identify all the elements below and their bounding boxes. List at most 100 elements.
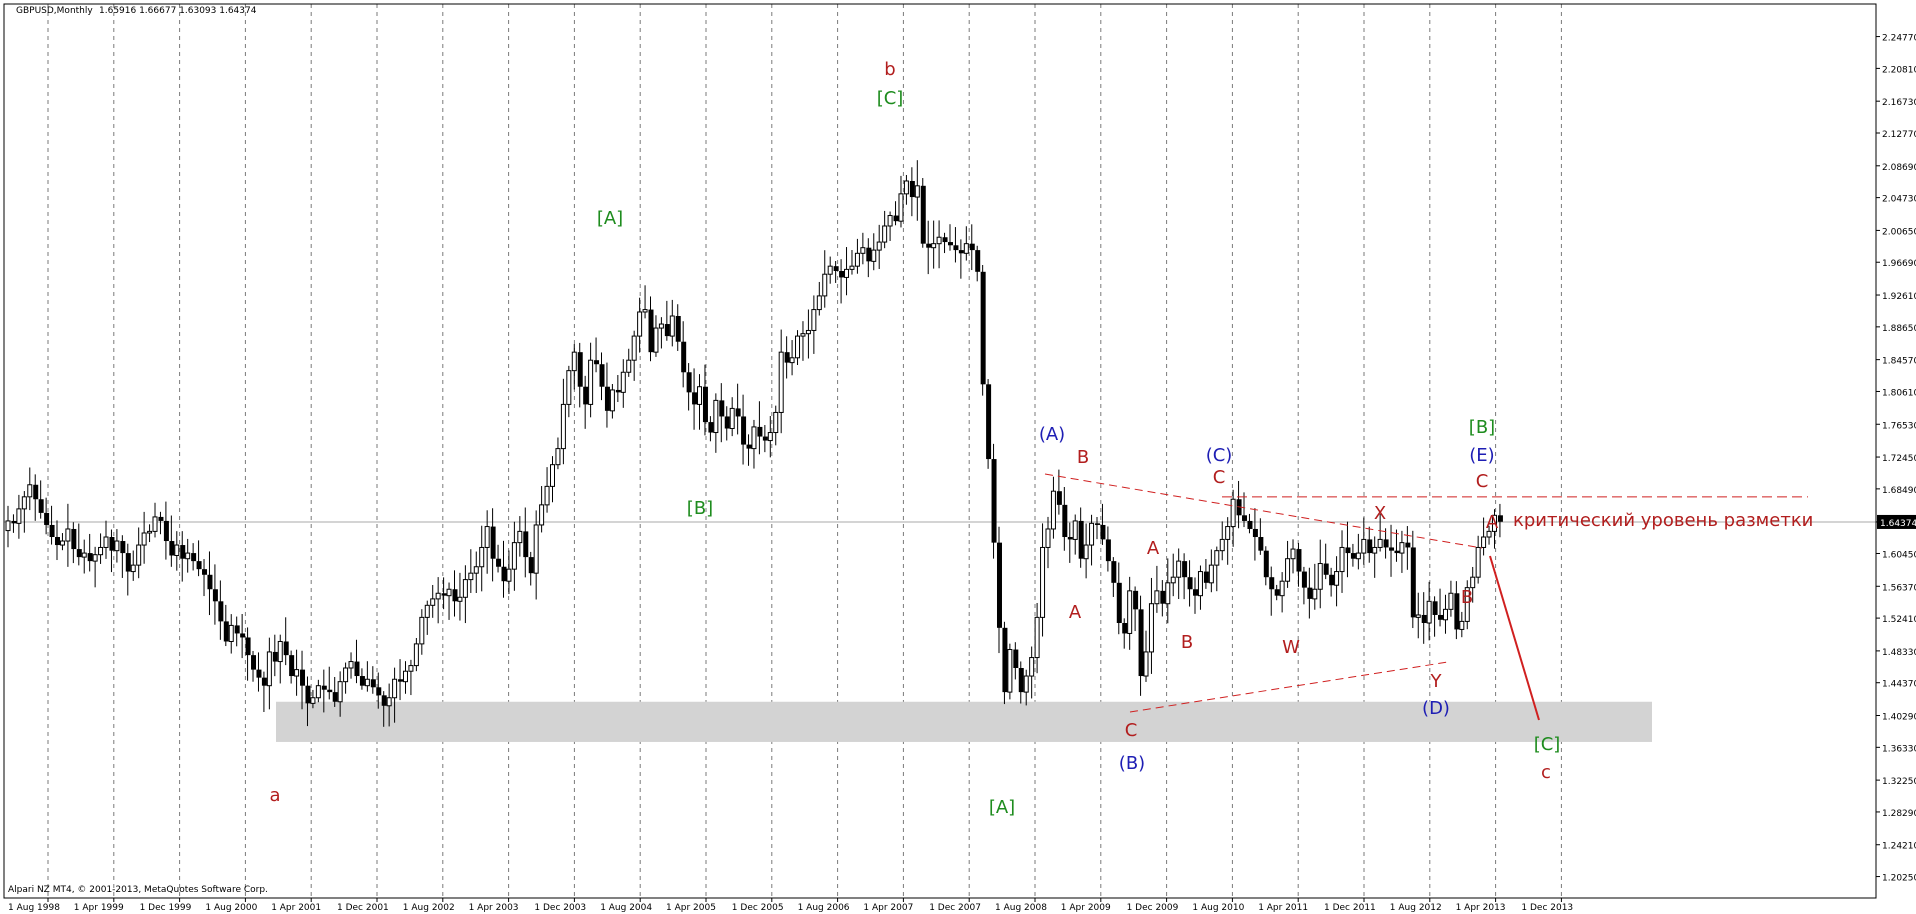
candle-bull xyxy=(21,496,27,510)
y-tick-label: 2.12770 xyxy=(1882,130,1916,140)
wave-label: a xyxy=(269,785,280,806)
candle-bull xyxy=(1415,614,1421,618)
support-zone-rect xyxy=(276,701,1652,742)
candle-bear xyxy=(942,237,948,243)
wave-label: Y xyxy=(1430,671,1443,692)
x-tick-label: 1 Apr 1999 xyxy=(74,903,124,913)
candle-bear xyxy=(1187,577,1193,590)
candle-bull xyxy=(479,546,485,568)
y-tick-label: 2.24770 xyxy=(1882,34,1916,44)
candle-bear xyxy=(926,243,932,248)
candle-bear xyxy=(256,669,262,678)
candle-bear xyxy=(300,669,306,686)
candle-bull xyxy=(555,448,561,466)
candle-bear xyxy=(191,553,197,562)
x-tick-label: 1 Dec 2013 xyxy=(1521,903,1573,913)
candles xyxy=(5,160,1503,727)
wave-label: b xyxy=(884,59,895,80)
candle-bull xyxy=(642,309,648,313)
candle-bear xyxy=(1062,504,1068,538)
candle-bull xyxy=(185,552,191,560)
candle-bull xyxy=(1007,649,1013,693)
candle-bear xyxy=(664,324,670,337)
candle-bear xyxy=(163,520,169,542)
candle-bull xyxy=(1317,563,1323,590)
candle-bull xyxy=(294,669,300,677)
y-tick-label: 1.36330 xyxy=(1882,744,1916,754)
wave-label: [A] xyxy=(989,797,1015,818)
candle-bull xyxy=(822,273,828,297)
candle-bull xyxy=(408,665,414,672)
candle-bear xyxy=(38,499,44,513)
candle-bear xyxy=(218,601,224,622)
candle-bear xyxy=(953,245,959,251)
candle-bear xyxy=(49,524,55,538)
y-tick-label: 1.96690 xyxy=(1882,259,1916,269)
candle-bear xyxy=(969,243,975,251)
candle-bear xyxy=(741,416,747,445)
candle-bear xyxy=(1497,515,1503,522)
candle-bull xyxy=(65,528,71,542)
candle-bull xyxy=(609,389,615,412)
candle-bear xyxy=(1438,614,1444,620)
x-tick-label: 1 Dec 2007 xyxy=(929,903,981,913)
candle-bull xyxy=(729,407,735,430)
candle-bull xyxy=(1377,538,1383,548)
wave-label: B xyxy=(1077,447,1089,468)
x-tick-label: 1 Dec 1999 xyxy=(140,903,192,913)
candle-bull xyxy=(903,180,909,195)
candle-bear xyxy=(909,180,915,198)
candle-bull xyxy=(364,678,370,687)
candle-bull xyxy=(266,651,272,687)
x-tick-label: 1 Dec 2011 xyxy=(1324,903,1376,913)
candle-bear xyxy=(496,558,502,567)
candle-bear xyxy=(702,386,708,423)
candle-bull xyxy=(566,370,572,405)
y-tick-label: 1.68490 xyxy=(1882,486,1916,496)
wave-label: [A] xyxy=(597,208,623,229)
candle-bear xyxy=(615,389,621,393)
candle-bear xyxy=(1394,550,1400,554)
candle-bear xyxy=(724,416,730,429)
wave-label: [B] xyxy=(687,498,713,519)
y-tick-label: 2.20810 xyxy=(1882,65,1916,75)
candle-bear xyxy=(692,392,698,405)
candle-bull xyxy=(963,243,969,254)
candle-bear xyxy=(1182,561,1188,578)
candle-bull xyxy=(1072,520,1078,540)
candle-bull xyxy=(1045,528,1051,548)
wave-label: W xyxy=(1282,637,1300,658)
x-tick-label: 1 Dec 2005 xyxy=(732,903,784,913)
candle-bull xyxy=(773,411,779,434)
candle-bull xyxy=(860,247,866,254)
candle-bull xyxy=(544,485,550,506)
y-tick-label: 2.00650 xyxy=(1882,227,1916,237)
forecast-line xyxy=(1489,555,1540,721)
candle-bear xyxy=(33,484,39,500)
candle-bull xyxy=(936,236,942,245)
candle-bear xyxy=(490,526,496,559)
candle-bull xyxy=(473,566,479,574)
candle-bear xyxy=(158,516,164,521)
candle-bear xyxy=(370,679,376,688)
wave-label: A xyxy=(1147,538,1160,559)
candle-bull xyxy=(1197,571,1203,597)
candle-bull xyxy=(457,596,463,602)
candle-bull xyxy=(174,544,180,556)
candle-bull xyxy=(92,554,98,562)
candle-bull xyxy=(898,193,904,222)
candle-bear xyxy=(528,557,534,574)
candle-bear xyxy=(1307,587,1313,599)
candle-bull xyxy=(1361,538,1367,554)
x-tick-label: 1 Aug 2008 xyxy=(995,903,1047,913)
candle-bull xyxy=(337,681,343,703)
candle-bull xyxy=(1023,675,1029,693)
candle-bull xyxy=(844,268,850,278)
y-tick-label: 2.04730 xyxy=(1882,195,1916,205)
wave-label: [C] xyxy=(877,88,904,109)
y-tick-label: 1.48330 xyxy=(1882,648,1916,658)
x-tick-label: 1 Apr 2009 xyxy=(1061,903,1111,913)
candle-bear xyxy=(958,250,964,254)
candle-bull xyxy=(631,335,637,361)
